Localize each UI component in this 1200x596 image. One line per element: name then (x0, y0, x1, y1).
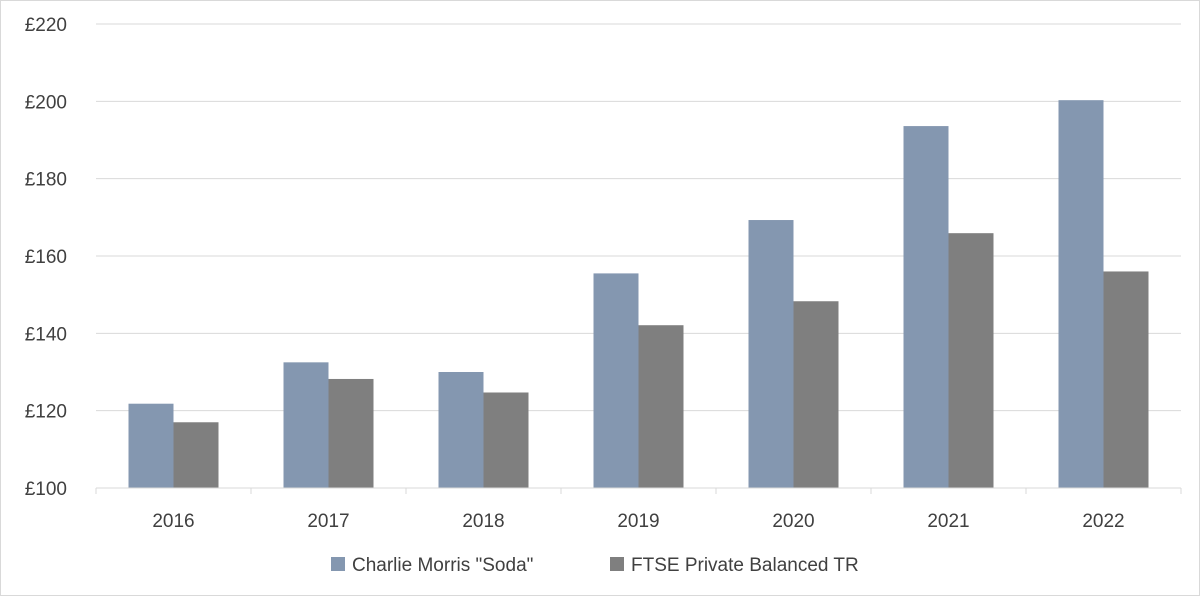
x-tick-label: 2022 (1082, 511, 1124, 532)
bar-soda-2016 (128, 403, 174, 488)
y-tick-label: £200 (25, 92, 67, 113)
bar-ftse-2018 (483, 392, 529, 488)
bar-ftse-2019 (638, 325, 684, 488)
x-tick-label: 2020 (772, 511, 814, 532)
bar-ftse-2022 (1103, 271, 1149, 488)
legend-swatch (610, 557, 624, 571)
bar-soda-2018 (438, 372, 484, 488)
gridlines (96, 23, 1181, 412)
y-axis-tick-labels: £100 £120 £140 £160 £180 £200 £220 (25, 15, 67, 500)
y-tick-label: £100 (25, 479, 67, 500)
bar-ftse-2017 (328, 378, 374, 488)
y-tick-label: £220 (25, 15, 67, 36)
bar-soda-2021 (903, 126, 949, 488)
legend: Charlie Morris "Soda" FTSE Private Balanc… (331, 555, 859, 576)
y-tick-label: £180 (25, 170, 67, 191)
bar-soda-2020 (748, 220, 794, 489)
x-tick-label: 2018 (462, 511, 504, 532)
bar-soda-2022 (1058, 100, 1104, 488)
x-tick-label: 2019 (617, 511, 659, 532)
y-tick-label: £140 (25, 324, 67, 345)
legend-label: Charlie Morris "Soda" (352, 555, 533, 576)
bar-ftse-2020 (793, 301, 839, 488)
bar-soda-2017 (283, 362, 329, 488)
y-tick-label: £160 (25, 247, 67, 268)
x-tick-label: 2017 (307, 511, 349, 532)
bar-soda-2019 (593, 273, 639, 488)
x-axis (95, 487, 1182, 494)
bar-ftse-2021 (948, 233, 994, 488)
x-axis-tick-labels: 2016 2017 2018 2019 2020 2021 2022 (152, 511, 1124, 532)
y-tick-label: £120 (25, 402, 67, 423)
bar-ftse-2016 (173, 422, 219, 488)
x-tick-label: 2021 (927, 511, 969, 532)
x-tick-label: 2016 (152, 511, 194, 532)
legend-label: FTSE Private Balanced TR (631, 555, 859, 576)
bars (128, 100, 1149, 489)
legend-swatch (331, 557, 345, 571)
